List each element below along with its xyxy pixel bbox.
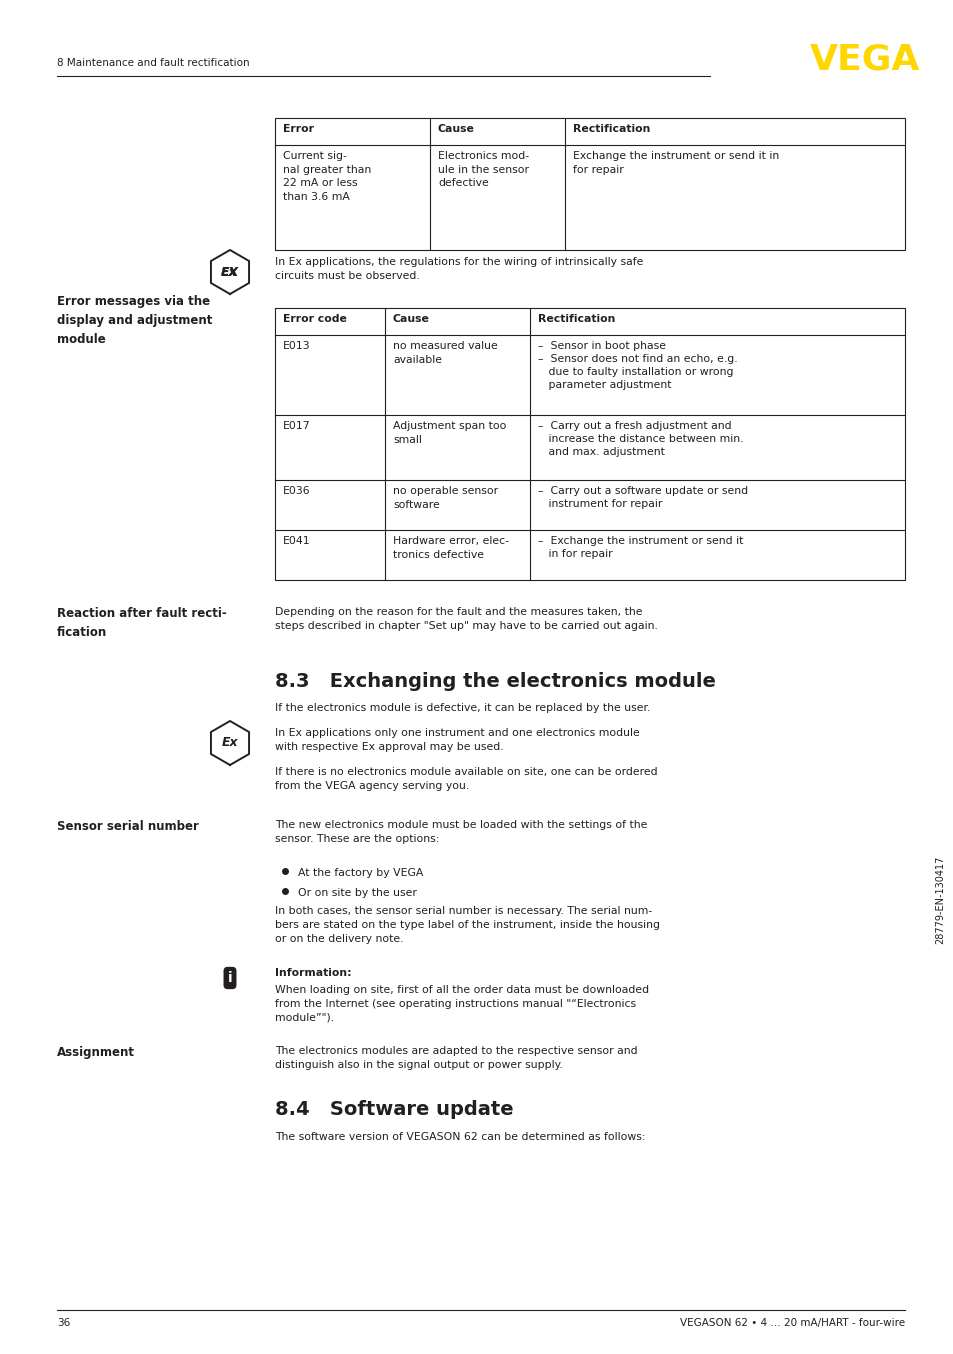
Text: If there is no electronics module available on site, one can be ordered
from the: If there is no electronics module availa… [274, 766, 657, 791]
Bar [274, 307, 904, 580]
Text: VEGA: VEGA [809, 42, 919, 76]
Text: The new electronics module must be loaded with the settings of the
sensor. These: The new electronics module must be loade… [274, 821, 647, 844]
Text: Cause: Cause [393, 314, 430, 324]
Text: Ex: Ex [221, 737, 238, 750]
Text: –  Carry out a fresh adjustment and
   increase the distance between min.
   and: – Carry out a fresh adjustment and incre… [537, 421, 742, 458]
Text: In Ex applications, the regulations for the wiring of intrinsically safe
circuit: In Ex applications, the regulations for … [274, 257, 642, 282]
Text: E017: E017 [283, 421, 311, 431]
Bar [274, 118, 904, 250]
Text: Cause: Cause [437, 125, 475, 134]
Text: The software version of VEGASON 62 can be determined as follows:: The software version of VEGASON 62 can b… [274, 1132, 645, 1141]
Text: E013: E013 [283, 341, 311, 351]
Text: Sensor serial number: Sensor serial number [57, 821, 198, 833]
Text: 28779-EN-130417: 28779-EN-130417 [934, 856, 944, 944]
Text: 8 Maintenance and fault rectification: 8 Maintenance and fault rectification [57, 58, 250, 68]
Text: Ex: Ex [220, 267, 237, 279]
Text: 8.3   Exchanging the electronics module: 8.3 Exchanging the electronics module [274, 672, 715, 691]
Text: Assignment: Assignment [57, 1047, 135, 1059]
Text: In both cases, the sensor serial number is necessary. The serial num-
bers are s: In both cases, the sensor serial number … [274, 906, 659, 944]
Text: Rectification: Rectification [573, 125, 650, 134]
Text: Error messages via the
display and adjustment
module: Error messages via the display and adjus… [57, 295, 213, 347]
Text: i: i [228, 971, 233, 984]
Text: no measured value
available: no measured value available [393, 341, 497, 364]
Text: Adjustment span too
small: Adjustment span too small [393, 421, 506, 444]
Text: E036: E036 [283, 486, 311, 496]
Text: Hardware error, elec-
tronics defective: Hardware error, elec- tronics defective [393, 536, 509, 559]
Text: –  Exchange the instrument or send it
   in for repair: – Exchange the instrument or send it in … [537, 536, 742, 559]
Text: The electronics modules are adapted to the respective sensor and
distinguish als: The electronics modules are adapted to t… [274, 1047, 637, 1070]
Text: Or on site by the user: Or on site by the user [297, 888, 416, 898]
Text: 36: 36 [57, 1317, 71, 1328]
Text: If the electronics module is defective, it can be replaced by the user.: If the electronics module is defective, … [274, 703, 650, 714]
Text: At the factory by VEGA: At the factory by VEGA [297, 868, 423, 877]
Text: E041: E041 [283, 536, 311, 546]
Text: Error: Error [283, 125, 314, 134]
Text: Exchange the instrument or send it in
for repair: Exchange the instrument or send it in fo… [573, 152, 779, 175]
Text: εx: εx [220, 264, 239, 279]
Text: Error code: Error code [283, 314, 347, 324]
Text: 8.4   Software update: 8.4 Software update [274, 1099, 513, 1118]
Text: Information:: Information: [274, 968, 352, 978]
Text: –  Sensor in boot phase
–  Sensor does not find an echo, e.g.
   due to faulty i: – Sensor in boot phase – Sensor does not… [537, 341, 737, 390]
Text: Depending on the reason for the fault and the measures taken, the
steps describe: Depending on the reason for the fault an… [274, 607, 658, 631]
Text: no operable sensor
software: no operable sensor software [393, 486, 497, 509]
Text: –  Carry out a software update or send
   instrument for repair: – Carry out a software update or send in… [537, 486, 747, 509]
Text: Reaction after fault recti-
fication: Reaction after fault recti- fication [57, 607, 227, 639]
Text: Current sig-
nal greater than
22 mA or less
than 3.6 mA: Current sig- nal greater than 22 mA or l… [283, 152, 371, 202]
Text: In Ex applications only one instrument and one electronics module
with respectiv: In Ex applications only one instrument a… [274, 728, 639, 751]
Text: VEGASON 62 • 4 … 20 mA/HART - four-wire: VEGASON 62 • 4 … 20 mA/HART - four-wire [679, 1317, 904, 1328]
Text: Electronics mod-
ule in the sensor
defective: Electronics mod- ule in the sensor defec… [437, 152, 529, 188]
Text: When loading on site, first of all the order data must be downloaded
from the In: When loading on site, first of all the o… [274, 984, 648, 1024]
Text: Rectification: Rectification [537, 314, 615, 324]
